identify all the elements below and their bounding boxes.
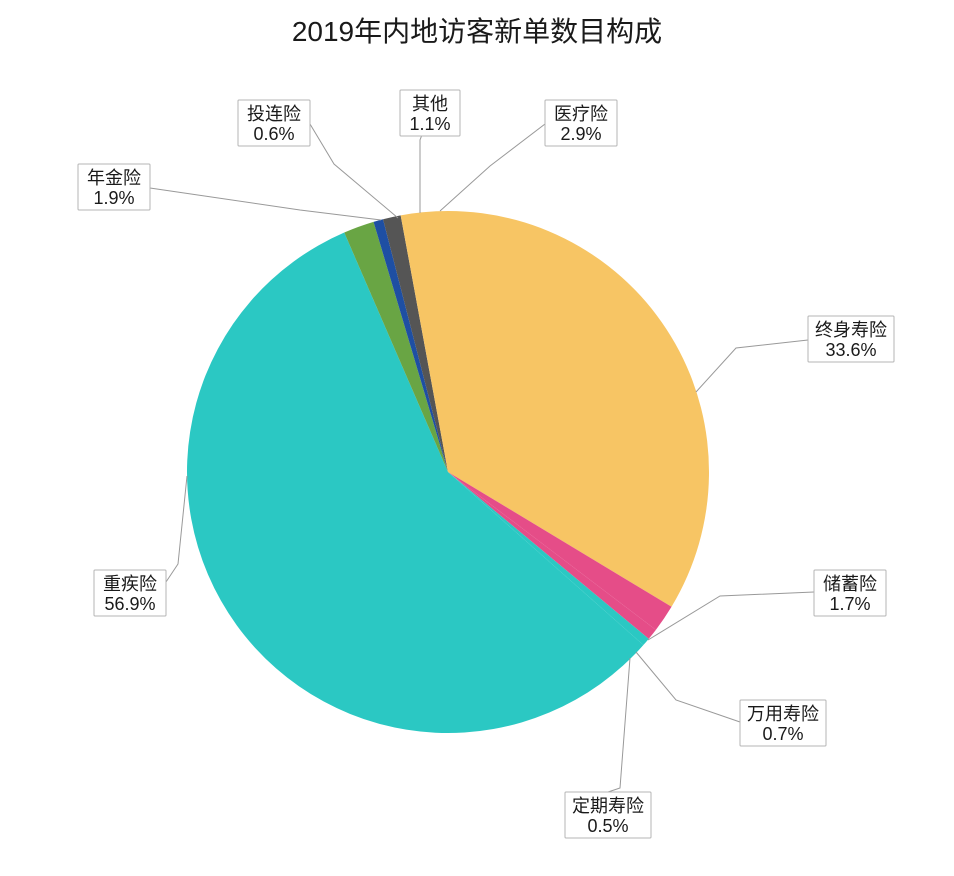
label-name-医疗险: 医疗险 <box>554 104 608 124</box>
leader-年金险 <box>150 188 381 220</box>
label-name-其他: 其他 <box>412 94 448 114</box>
leader-终身寿险 <box>696 340 808 392</box>
label-pct-万用寿险: 0.7% <box>762 724 803 744</box>
label-name-投连险: 投连险 <box>247 104 301 124</box>
label-pct-储蓄险: 1.7% <box>829 594 870 614</box>
label-pct-医疗险: 2.9% <box>560 124 601 144</box>
label-pct-其他: 1.1% <box>409 114 450 134</box>
label-pct-定期寿险: 0.5% <box>587 816 628 836</box>
label-name-储蓄险: 储蓄险 <box>823 574 877 594</box>
leader-投连险 <box>310 124 398 218</box>
label-pct-终身寿险: 33.6% <box>825 340 876 360</box>
leader-重疾险 <box>166 476 187 582</box>
label-pct-重疾险: 56.9% <box>104 594 155 614</box>
label-pct-投连险: 0.6% <box>253 124 294 144</box>
label-name-终身寿险: 终身寿险 <box>815 320 887 340</box>
label-name-定期寿险: 定期寿险 <box>572 796 644 816</box>
pie-chart-container: 2019年内地访客新单数目构成 终身寿险33.6% 储蓄险1.7% 万用寿险0.7%… <box>0 0 954 876</box>
label-name-重疾险: 重疾险 <box>103 574 157 594</box>
leader-定期寿险 <box>608 658 630 792</box>
label-pct-年金险: 1.9% <box>93 188 134 208</box>
leader-万用寿险 <box>636 652 740 722</box>
pie-chart-svg: 终身寿险33.6% 储蓄险1.7% 万用寿险0.7% 定期寿险0.5% 重疾险56.9%… <box>0 0 954 876</box>
label-name-万用寿险: 万用寿险 <box>747 704 819 724</box>
leader-医疗险 <box>440 124 545 211</box>
chart-title: 2019年内地访客新单数目构成 <box>0 10 954 50</box>
label-name-年金险: 年金险 <box>87 168 141 188</box>
